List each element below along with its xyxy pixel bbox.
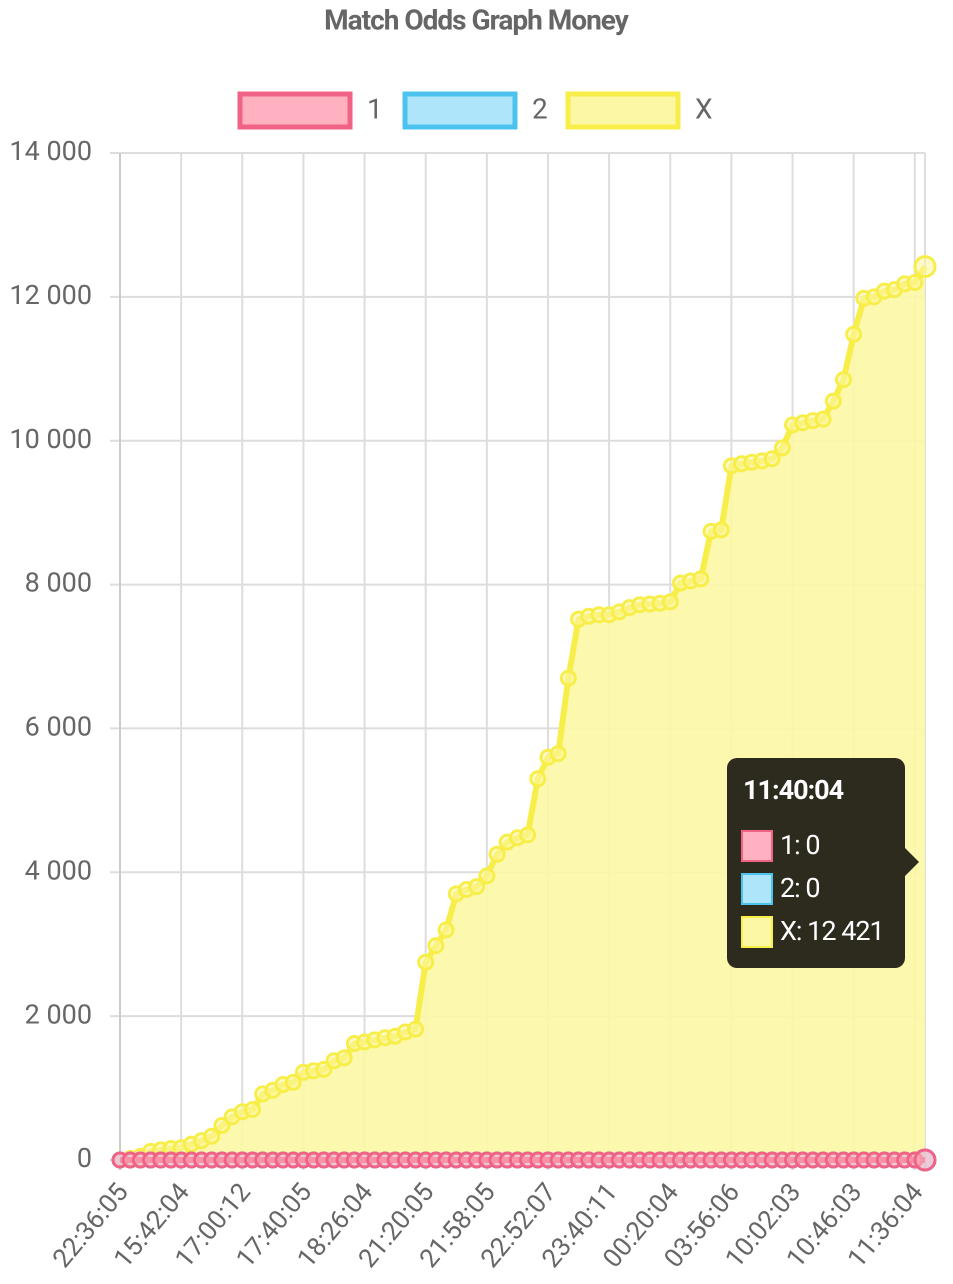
y-tick-label: 12 000 [9,279,92,311]
point [284,1073,302,1091]
tooltip-item: 1: 0 [780,829,820,861]
tooltip-swatch [741,873,773,905]
tooltip-item: 2: 0 [780,872,820,904]
point [427,937,445,955]
legend-swatch [237,91,353,130]
point [468,878,486,896]
point [763,450,781,468]
point [529,770,547,788]
point [335,1049,353,1067]
point [549,745,567,763]
point [834,371,852,389]
point [559,669,577,687]
point [814,410,832,428]
chart-title: Match Odds Graph Money [324,3,630,36]
y-tick-label: 0 [77,1142,92,1174]
point [488,845,506,863]
tooltip: 11:40:04 1: 0 2: 0 X: 12 421 [727,758,919,968]
point [478,867,496,885]
plot-area [111,255,937,1172]
point [692,570,710,588]
y-tick-label: 6 000 [25,711,92,743]
area [120,266,925,1161]
tooltip-title: 11:40:04 [743,774,844,806]
y-tick-label: 10 000 [9,423,92,455]
point [906,273,924,291]
point [845,325,863,343]
point [773,439,791,457]
y-tick-label: 2 000 [25,998,92,1030]
point [203,1127,221,1145]
point [824,392,842,410]
tooltip-item: X: 12 421 [780,915,884,947]
point [913,255,937,279]
y-tick-label: 4 000 [25,854,92,886]
point [519,826,537,844]
legend-label[interactable]: X [695,92,713,125]
legend-label[interactable]: 1 [367,92,383,125]
y-tick-label: 14 000 [9,135,92,167]
legend-swatch [565,91,681,130]
tooltip-caret [905,848,919,876]
y-tick-label: 8 000 [25,567,92,599]
point [417,953,435,971]
point [913,1148,937,1172]
tooltip-box [727,758,905,968]
point [407,1020,425,1038]
tooltip-swatch [741,830,773,862]
tooltip-swatch [741,916,773,948]
point [243,1101,261,1119]
legend[interactable]: 1 2 X [237,91,713,130]
point [712,521,730,539]
point [437,921,455,939]
legend-swatch [402,91,518,130]
point [661,593,679,611]
legend-label[interactable]: 2 [532,92,548,125]
